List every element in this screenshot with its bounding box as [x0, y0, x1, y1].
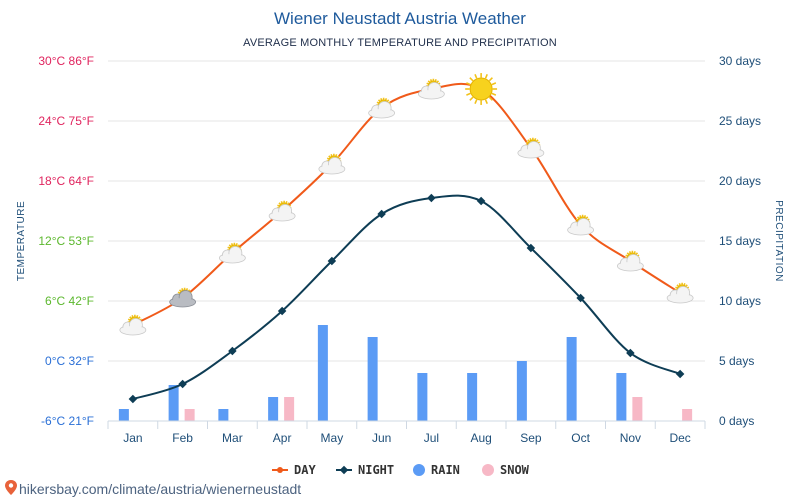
rain-bar: [467, 373, 478, 421]
left-tick-label: 0°C 32°F: [45, 354, 94, 368]
right-axis-title: PRECIPITATION: [773, 200, 784, 282]
snow-bar: [284, 397, 295, 421]
rain-bar: [367, 337, 378, 421]
night-point: [327, 256, 337, 266]
night-point: [377, 209, 386, 219]
x-tick-label: May: [321, 431, 344, 445]
rain-bar: [118, 409, 129, 421]
right-tick-label: 10 days: [719, 294, 761, 308]
rain-bar: [317, 325, 328, 421]
source-link[interactable]: hikersbay.com/climate/austria/wienerneus…: [5, 480, 301, 497]
location-pin-icon: [5, 480, 17, 495]
right-tick-label: 25 days: [719, 114, 761, 128]
grid: [108, 60, 705, 422]
x-tick-label: Mar: [222, 431, 243, 445]
weather-icons: [119, 73, 694, 336]
partly-cloudy-icon: [616, 250, 644, 272]
left-tick-label: 24°C 75°F: [38, 114, 94, 128]
partly-cloudy-icon: [318, 153, 346, 175]
legend-item-snow: SNOW: [482, 463, 530, 477]
night-point: [427, 193, 436, 203]
left-tick-label: -6°C 21°F: [41, 414, 94, 428]
legend-item-day: DAY: [272, 463, 316, 477]
legend-label: DAY: [294, 463, 316, 477]
rain-bar: [616, 373, 627, 421]
night-point: [476, 196, 486, 206]
left-tick-label: 12°C 53°F: [38, 234, 94, 248]
partly-cloudy-icon: [666, 282, 694, 304]
partly-cloudy-icon: [517, 137, 545, 159]
x-tick-label: Dec: [669, 431, 690, 445]
x-tick-label: Sep: [520, 431, 542, 445]
partly-cloudy-icon: [567, 214, 595, 236]
x-tick-label: Nov: [620, 431, 641, 445]
x-tick-label: Aug: [470, 431, 491, 445]
chart-title: Wiener Neustadt Austria Weather: [274, 9, 526, 28]
x-tick-label: Oct: [571, 431, 590, 445]
right-tick-label: 0 days: [719, 414, 754, 428]
night-point: [178, 379, 187, 389]
rain-bar: [417, 373, 428, 421]
partly-cloudy-icon: [417, 78, 445, 100]
cloudy-icon: [169, 287, 197, 308]
left-tick-label: 6°C 42°F: [45, 294, 94, 308]
snow-bar: [184, 409, 195, 421]
legend-item-night: NIGHT: [336, 463, 394, 477]
source-text[interactable]: hikersbay.com/climate/austria/wienerneus…: [19, 481, 301, 497]
night-temperature-line: [132, 194, 681, 400]
chart-subtitle: AVERAGE MONTHLY TEMPERATURE AND PRECIPIT…: [243, 37, 557, 49]
right-tick-label: 30 days: [719, 54, 761, 68]
precipitation-bars: [118, 325, 693, 421]
night-point: [675, 369, 685, 379]
partly-cloudy-icon: [119, 314, 147, 336]
rain-bar: [566, 337, 577, 421]
legend-label: SNOW: [500, 463, 530, 477]
legend: DAY NIGHT RAIN SNOW: [272, 463, 530, 477]
left-tick-label: 30°C 86°F: [38, 54, 94, 68]
sun-icon: [465, 73, 498, 105]
legend-label: NIGHT: [358, 463, 394, 477]
x-tick-label: Apr: [273, 431, 292, 445]
partly-cloudy-icon: [218, 242, 246, 264]
snow-bar: [632, 397, 643, 421]
right-tick-label: 20 days: [719, 174, 761, 188]
day-temperature-line: [132, 82, 681, 326]
x-tick-label: Jan: [123, 431, 142, 445]
right-tick-label: 15 days: [719, 234, 761, 248]
right-tick-label: 5 days: [719, 354, 754, 368]
night-point: [277, 306, 287, 316]
night-point: [626, 348, 635, 358]
x-tick-label: Jul: [424, 431, 439, 445]
x-tick-label: Jun: [372, 431, 391, 445]
legend-item-rain: RAIN: [413, 463, 460, 477]
rain-bar: [516, 361, 527, 421]
rain-bar: [268, 397, 279, 421]
night-point: [128, 394, 138, 404]
left-tick-label: 18°C 64°F: [38, 174, 94, 188]
night-point: [228, 346, 237, 356]
snow-bar: [682, 409, 693, 421]
axes: 30°C 86°F 24°C 75°F 18°C 64°F 12°C 53°F 6°C …: [38, 54, 761, 445]
temperature-lines: [128, 82, 685, 404]
legend-label: RAIN: [431, 463, 460, 477]
partly-cloudy-icon: [268, 200, 296, 222]
partly-cloudy-icon: [368, 97, 396, 119]
rain-bar: [168, 385, 179, 421]
night-point: [576, 293, 585, 303]
rain-bar: [218, 409, 229, 421]
x-tick-label: Feb: [172, 431, 193, 445]
left-axis-title: TEMPERATURE: [16, 201, 27, 281]
